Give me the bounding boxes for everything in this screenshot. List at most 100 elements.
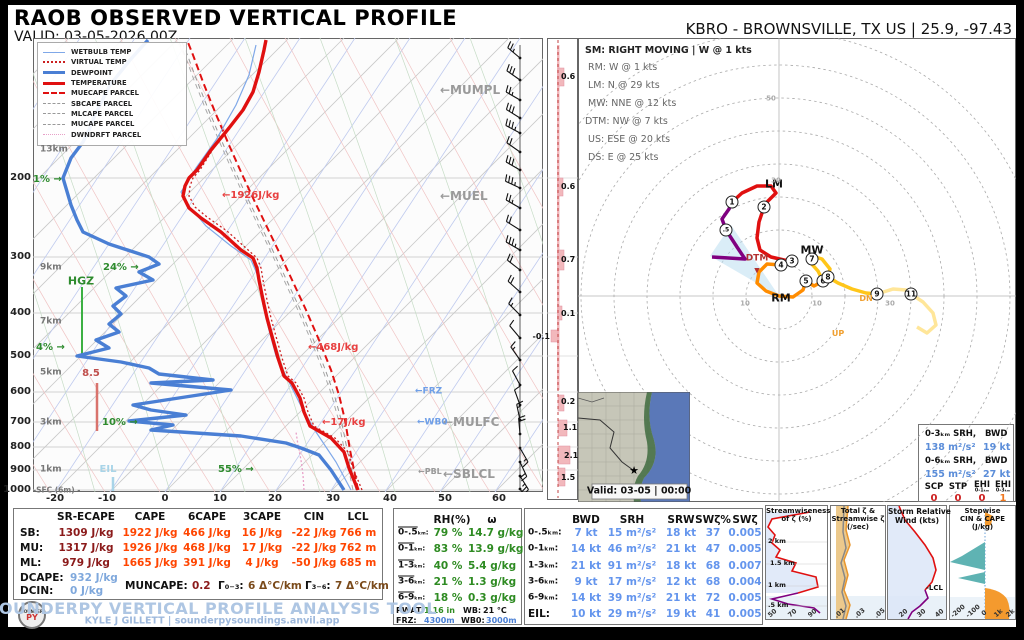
- srw-cell: 19 kt: [665, 607, 697, 620]
- kin-row-label: 3-6ₖₘ:: [528, 576, 559, 587]
- moisture-table-box: [393, 508, 522, 625]
- footer-credit[interactable]: KYLE J GILLETT | sounderpysoundings.anvi…: [84, 615, 340, 627]
- logo-text-bottom: PY: [26, 613, 38, 622]
- kin-row-label: 6-9ₖₘ:: [528, 592, 559, 603]
- dtm-marker-label: DTM: [745, 253, 769, 264]
- panel-title-line: (J/kg): [971, 523, 994, 532]
- footer-title: SOUNDERPY VERTICAL PROFILE ANALYSIS TOOL: [0, 599, 438, 618]
- hodo-km-marker: 3: [785, 254, 799, 268]
- storm-motion-line: DS: E @ 25 kts: [588, 152, 659, 163]
- strip-value: 2.1: [564, 451, 579, 460]
- pressure-tick: 600: [10, 386, 31, 397]
- hodo-km-marker: 1: [725, 195, 739, 209]
- rm-marker: RM: [771, 291, 791, 305]
- pressure-tick: 900: [10, 464, 31, 475]
- ring-label: 50: [766, 94, 776, 103]
- thermo-cell: 1922 J/kg: [122, 526, 178, 539]
- hodo-km-marker: .5: [719, 223, 733, 237]
- kinematics-table-box: [524, 508, 763, 625]
- moisture-row-label: 0-1ₖₘ:: [398, 544, 425, 554]
- rh-value: 40 %: [433, 559, 463, 572]
- swz-cell: 0.005: [728, 591, 762, 604]
- hodo-trace-9km-plus: [876, 287, 938, 335]
- layer-suffix: ₖₘ:: [414, 561, 426, 570]
- temp-tick: 60: [492, 493, 506, 504]
- legend-label: SBCAPE PARCEL: [71, 99, 133, 108]
- parcel-sbcape-curve: [180, 39, 357, 491]
- hodo-km-marker: 8: [821, 270, 835, 284]
- sounderpy-logo: SOUNDER PY: [18, 601, 46, 629]
- srh-cell: 46 m²/s²: [607, 542, 657, 555]
- rh-annotation: 10% →: [102, 417, 138, 428]
- kin-row-label: 0-1ₖₘ:: [528, 543, 559, 554]
- height-tick: 3km: [40, 417, 62, 428]
- moisture-row-label: 3-6ₖₘ:: [398, 576, 426, 587]
- panel-title-line: of ζ (%): [781, 515, 812, 524]
- wetbulb-line-icon: [43, 51, 65, 53]
- mumpl-label: ←MUMPL: [440, 83, 501, 97]
- frz-value: 4300m: [424, 616, 455, 625]
- hodo-stats-box: [918, 424, 1014, 502]
- strip-value: 1.5: [561, 473, 576, 482]
- stepwise-graphics: [950, 508, 1015, 619]
- height-tick: 1km: [40, 464, 62, 475]
- sbcape-line-icon: [43, 103, 65, 105]
- thermo-cell: 762 m: [339, 541, 377, 554]
- dcape-label: DCAPE:: [20, 571, 64, 584]
- lapse-rate-label: 8.5: [82, 368, 100, 379]
- thermo-cell: 685 m: [339, 556, 377, 569]
- lapse-0-3-label: Γ₀₋₃:: [218, 579, 244, 592]
- moisture-row-label: 1-3ₖₘ:: [398, 560, 426, 571]
- kin-header: SWζ%: [695, 513, 731, 526]
- layer-range: 3-6: [398, 576, 415, 587]
- thermo-cell: -22 J/kg: [291, 526, 337, 539]
- temp-tick: 30: [326, 493, 340, 504]
- temp-tick: 20: [268, 493, 282, 504]
- legend-item: WETBULB TEMP: [43, 47, 181, 57]
- dn-label: DN: [859, 294, 873, 303]
- legend-label: WETBULB TEMP: [71, 48, 132, 57]
- panel1-height-label: 1 km: [768, 580, 786, 589]
- layer-suffix: ₖₘ:: [414, 577, 426, 586]
- bwd-cell: 9 kt: [574, 575, 598, 588]
- bwd-cell: 21 kt: [570, 559, 602, 572]
- srh-cell: 15 m²/s²: [607, 526, 657, 539]
- mixing-ratio-value: 0.3 g/kg: [468, 591, 517, 604]
- swz-cell: 0.005: [728, 607, 762, 620]
- pressure-tick: 400: [10, 307, 31, 318]
- hodo-km-marker: 5: [799, 274, 813, 288]
- thermo-cell: 766 m: [339, 526, 377, 539]
- kin-header: SRW: [667, 513, 695, 526]
- swp-cell: 68: [705, 575, 721, 588]
- up-label: UP: [831, 329, 845, 338]
- temp-tick: 40: [383, 493, 397, 504]
- mixing-ratio-value: 14.7 g/kg: [468, 526, 524, 539]
- panel-title-line: Total ζ &: [840, 507, 876, 515]
- rh-annotation: 1% →: [33, 174, 62, 185]
- layer-range: 1-3: [398, 560, 415, 571]
- pbl-label: ←PBL: [418, 467, 442, 476]
- kin-row-label: 1-3ₖₘ:: [528, 560, 559, 571]
- thermo-cell: -22 J/kg: [291, 541, 337, 554]
- thermo-cell: 391 J/kg: [183, 556, 231, 569]
- kin-header: BWD: [572, 513, 600, 526]
- hodo-km-marker: 11: [904, 287, 918, 301]
- lm-marker: LM: [765, 177, 783, 191]
- storm-motion-line: DTM: NW @ 7 kts: [585, 116, 668, 127]
- layer-suffix: ₖₘ:: [417, 528, 429, 537]
- height-tick: 9km: [40, 262, 62, 273]
- swp-cell: 68: [705, 559, 721, 572]
- logo-text-top: SOUNDER: [20, 609, 43, 614]
- frz-label: ←FRZ: [415, 386, 443, 397]
- strip-value: 0.1: [561, 309, 576, 318]
- legend-item: MUCAPE PARCEL: [43, 119, 181, 129]
- omega-strip-graphics: [547, 40, 578, 498]
- rh-value: 79 %: [433, 526, 463, 539]
- swz-cell: 0.007: [728, 559, 762, 572]
- panel-title-line: Storm Relative: [888, 507, 951, 516]
- ehi-sub: 0-3ₖₘ: [995, 488, 1011, 494]
- ehi-header: EHI: [973, 479, 991, 490]
- temp-tick: -20: [45, 493, 65, 504]
- scp-value: 0: [930, 493, 938, 504]
